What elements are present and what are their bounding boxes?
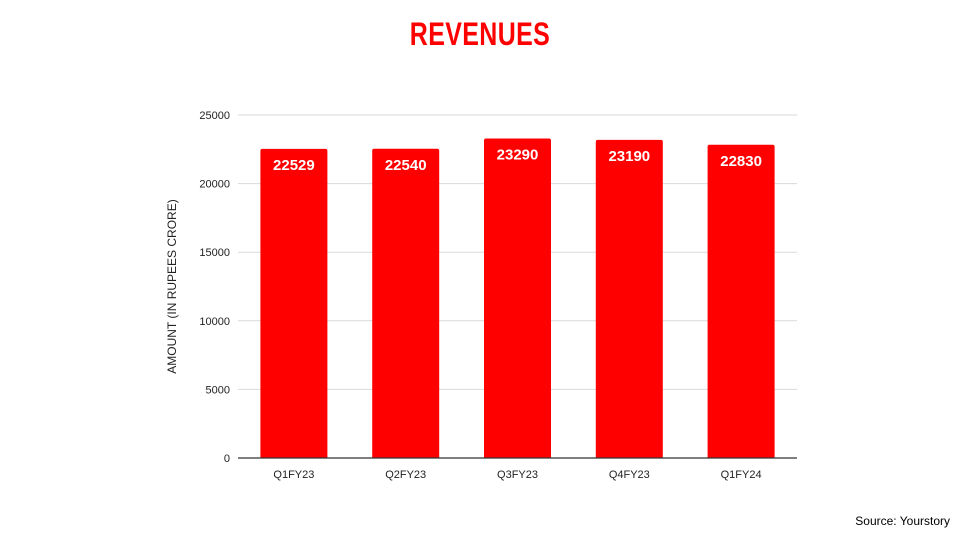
bar bbox=[484, 138, 551, 459]
data-label: 22830 bbox=[720, 153, 762, 170]
y-tick-label: 0 bbox=[224, 453, 230, 465]
y-tick-label: 20000 bbox=[199, 179, 230, 191]
bar bbox=[707, 144, 775, 458]
y-axis-title: AMOUNT (IN RUPEES CRORE) bbox=[165, 199, 179, 373]
bar bbox=[372, 148, 440, 458]
x-tick-label: Q4FY23 bbox=[609, 469, 650, 481]
source-note: Source: Yourstory bbox=[855, 514, 950, 528]
x-tick-label: Q3FY23 bbox=[497, 469, 538, 481]
y-tick-label: 5000 bbox=[206, 384, 230, 396]
x-tick-label: Q1FY23 bbox=[273, 469, 314, 481]
data-label: 22540 bbox=[385, 157, 427, 174]
y-tick-label: 15000 bbox=[199, 247, 230, 259]
bar bbox=[260, 148, 328, 459]
bar bbox=[595, 139, 663, 459]
y-tick-label: 10000 bbox=[199, 316, 230, 328]
x-tick-label: Q2FY23 bbox=[385, 469, 426, 481]
y-tick-label: 25000 bbox=[199, 110, 230, 122]
data-label: 23190 bbox=[608, 148, 650, 165]
x-tick-label: Q1FY24 bbox=[721, 469, 762, 481]
data-label: 23290 bbox=[497, 146, 539, 163]
chart-title: REVENUES bbox=[409, 16, 551, 52]
data-label: 22529 bbox=[273, 157, 315, 174]
